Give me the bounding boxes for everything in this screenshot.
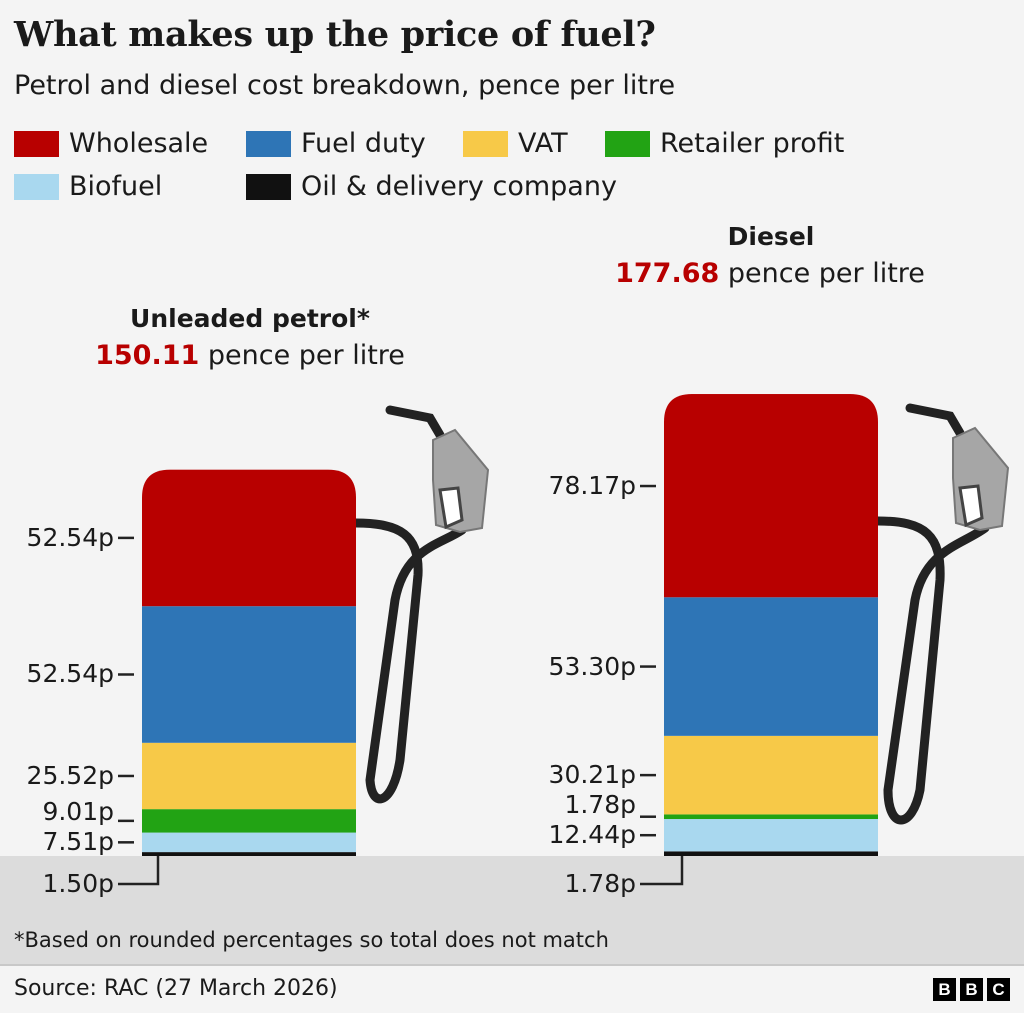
bar-segment-oil-delivery-company <box>664 851 878 856</box>
value-label: 1.50p <box>42 869 114 898</box>
logo-block: B <box>960 978 983 1001</box>
leader-line <box>118 856 160 886</box>
legend-label: Oil & delivery company <box>301 171 617 202</box>
legend-item-wholesale: Wholesale <box>14 128 208 159</box>
bar-segment-biofuel <box>664 819 878 852</box>
bar-segment-vat <box>664 735 878 815</box>
price-value: 177.68 <box>615 258 720 289</box>
value-label: 7.51p <box>42 827 114 857</box>
leader-line <box>640 856 684 886</box>
value-label: 12.44p <box>548 820 636 850</box>
pump-price-petrol: 150.11 pence per litre <box>70 340 430 371</box>
bar-segment-fuel-duty <box>664 597 878 736</box>
legend-label: Wholesale <box>69 128 209 159</box>
logo-block: B <box>933 978 956 1001</box>
value-label: 1.78p <box>564 790 636 820</box>
source-note: Source: RAC (27 March 2026) <box>14 976 338 1001</box>
legend-swatch <box>14 130 59 157</box>
legend-swatch <box>246 130 291 157</box>
pump-title-diesel: Diesel <box>727 222 815 251</box>
legend-item-oil-delivery: Oil & delivery company <box>246 171 617 202</box>
petrol-nozzle-icon <box>351 405 490 804</box>
footnote: *Based on rounded percentages so total d… <box>14 928 609 952</box>
bar-segment-wholesale <box>664 394 878 598</box>
bar-segment-wholesale <box>142 469 356 607</box>
legend-label: Retailer profit <box>660 128 845 159</box>
value-label: 78.17p <box>548 471 636 501</box>
ground-band <box>0 856 1024 964</box>
legend-item-fuel-duty: Fuel duty <box>246 128 426 159</box>
legend-label: Biofuel <box>69 171 163 202</box>
value-label: 30.21p <box>548 760 636 790</box>
chart-subtitle: Petrol and diesel cost breakdown, pence … <box>14 70 676 101</box>
legend-item-retailer-profit: Retailer profit <box>605 128 844 159</box>
bbc-logo: B B C <box>933 978 1010 1001</box>
legend-item-biofuel: Biofuel <box>14 171 162 202</box>
legend-swatch <box>246 173 291 200</box>
bar-segment-vat <box>142 742 356 810</box>
pump-body-0 <box>142 469 356 856</box>
value-label: 25.52p <box>26 760 114 790</box>
price-unit: pence per litre <box>199 340 405 371</box>
value-label: 1.78p <box>564 869 636 898</box>
value-label: 52.54p <box>26 659 114 689</box>
chart-title: What makes up the price of fuel? <box>14 14 656 55</box>
value-label: 9.01p <box>42 797 114 827</box>
pump-price-diesel: 177.68 pence per litre <box>590 258 950 289</box>
bar-segment-retailer-profit <box>142 809 356 833</box>
bar-segment-biofuel <box>142 832 356 853</box>
logo-block: C <box>987 978 1010 1001</box>
bar-segment-fuel-duty <box>142 606 356 743</box>
bar-segment-retailer-profit <box>664 814 878 820</box>
diesel-nozzle-icon <box>873 403 1010 825</box>
price-unit: pence per litre <box>719 258 925 289</box>
legend-swatch <box>14 173 59 200</box>
legend-label: Fuel duty <box>301 128 426 159</box>
legend-swatch <box>605 130 650 157</box>
legend-label: VAT <box>518 128 568 159</box>
legend-item-vat: VAT <box>463 128 568 159</box>
legend-swatch <box>463 130 508 157</box>
pump-body-1 <box>664 394 878 856</box>
price-value: 150.11 <box>95 340 200 371</box>
bar-segment-oil-delivery-company <box>142 852 356 856</box>
value-label: 52.54p <box>26 522 114 552</box>
divider <box>0 964 1024 966</box>
value-label: 53.30p <box>548 651 636 681</box>
pump-title-petrol: Unleaded petrol* <box>130 304 370 333</box>
